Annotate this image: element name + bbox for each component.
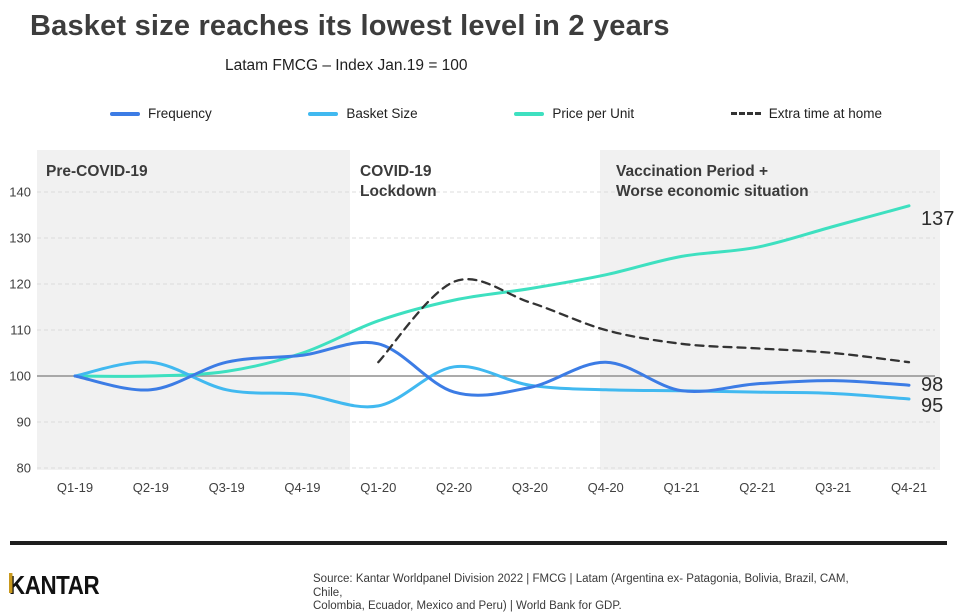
y-axis-tick: 90 — [17, 415, 31, 430]
legend-label: Basket Size — [346, 106, 418, 121]
period-region — [600, 150, 940, 470]
y-axis-tick: 130 — [9, 231, 31, 246]
legend-label: Price per Unit — [552, 106, 635, 121]
y-axis-tick: 110 — [10, 323, 31, 338]
legend-item-basket-size: Basket Size — [308, 106, 418, 121]
region-label-0: Pre-COVID-19 — [46, 163, 148, 180]
series-line-extra-time-at-home — [377, 278, 911, 364]
x-axis-tick: Q4-21 — [891, 480, 927, 495]
legend-item-frequency: Frequency — [110, 106, 212, 121]
y-axis-tick: 80 — [17, 461, 31, 476]
chart-legend: Frequency Basket Size Price per Unit Extra … — [110, 106, 882, 121]
source-line-1: Source: Kantar Worldpanel Division 2022 … — [313, 573, 849, 599]
kantar-logo: KANTAR — [9, 570, 100, 601]
x-axis-tick: Q2-20 — [436, 480, 472, 495]
legend-label: Extra time at home — [768, 106, 882, 121]
kantar-logo-gold-bar — [9, 573, 13, 593]
end-value-label: 95 — [921, 395, 943, 417]
legend-item-price-per-unit: Price per Unit — [514, 106, 634, 121]
series-line-basket-size — [73, 360, 911, 409]
page-title: Basket size reaches its lowest level in … — [30, 10, 670, 42]
x-axis-tick: Q2-19 — [133, 480, 169, 495]
source-note: Source: Kantar Worldpanel Division 2022 … — [313, 573, 873, 614]
x-axis-tick: Q4-20 — [588, 480, 624, 495]
x-axis-tick: Q1-19 — [57, 480, 93, 495]
source-line-2: Colombia, Ecuador, Mexico and Peru) | Wo… — [313, 600, 622, 612]
dashed-line-swatch — [730, 112, 761, 115]
chart-subtitle: Latam FMCG – Index Jan.19 = 100 — [225, 57, 468, 74]
y-axis-tick: 100 — [9, 369, 31, 384]
x-axis-tick: Q2-21 — [739, 480, 775, 495]
legend-label: Frequency — [148, 106, 212, 121]
kantar-logo-k: K — [9, 570, 25, 600]
series-line-frequency — [73, 340, 911, 397]
period-region — [37, 150, 350, 470]
legend-item-extra-time-at-home: Extra time at home — [730, 106, 882, 121]
x-axis-tick: Q1-21 — [663, 480, 699, 495]
footer-divider — [10, 541, 947, 545]
line-swatch — [110, 111, 140, 116]
end-value-label: 137 — [921, 208, 954, 230]
end-value-label: 98 — [921, 374, 943, 396]
region-label-1: COVID-19 Lockdown — [360, 163, 437, 200]
x-axis-tick: Q1-20 — [360, 480, 396, 495]
y-axis-tick: 120 — [9, 277, 31, 292]
line-swatch — [514, 111, 545, 116]
series-line-price-per-unit — [73, 204, 911, 378]
line-swatch — [308, 111, 339, 116]
region-label-2: Vaccination Period + Worse economic situ… — [616, 163, 809, 200]
x-axis-tick: Q3-20 — [512, 480, 548, 495]
y-axis-tick: 140 — [9, 185, 31, 200]
kantar-logo-rest: ANTAR — [24, 570, 100, 600]
x-axis-tick: Q3-19 — [209, 480, 245, 495]
x-axis-tick: Q3-21 — [815, 480, 851, 495]
x-axis-tick: Q4-19 — [284, 480, 320, 495]
